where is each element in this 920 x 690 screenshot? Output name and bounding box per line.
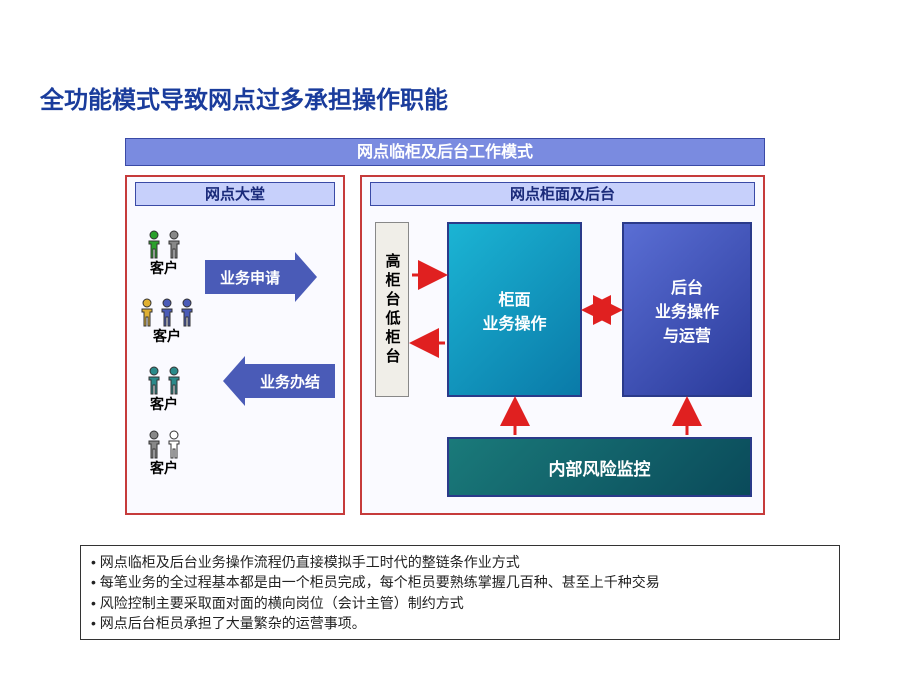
page-title: 全功能模式导致网点过多承担操作职能: [40, 80, 448, 115]
note-item: • 网点后台柜员承担了大量繁杂的运营事项。: [91, 613, 829, 633]
person-icon: [145, 230, 163, 260]
customer-group: 客户: [145, 230, 183, 278]
person-icon: [145, 366, 163, 396]
op-box-line: 内部风险监控: [549, 455, 651, 480]
customer-group: 客户: [138, 298, 196, 346]
right-panel-header: 网点柜面及后台: [370, 182, 755, 206]
banner-main: 网点临柜及后台工作模式: [125, 138, 765, 166]
left-panel-header: 网点大堂: [135, 182, 335, 206]
notes-box: • 网点临柜及后台业务操作流程仍直接模拟手工时代的整链条作业方式• 每笔业务的全…: [80, 545, 840, 640]
op-box-line: 后台: [671, 274, 703, 298]
note-item: • 每笔业务的全过程基本都是由一个柜员完成，每个柜员要熟练掌握几百种、甚至上千种…: [91, 572, 829, 592]
person-icon: [145, 430, 163, 460]
person-icon: [138, 298, 156, 328]
person-icon: [165, 366, 183, 396]
person-icon: [158, 298, 176, 328]
process-arrow: 业务办结: [223, 356, 335, 406]
customer-group: 客户: [145, 430, 183, 478]
op-box-line: 与运营: [663, 322, 711, 346]
customer-label: 客户: [145, 458, 183, 478]
note-item: • 风险控制主要采取面对面的横向岗位（会计主管）制约方式: [91, 593, 829, 613]
person-icon: [165, 230, 183, 260]
person-icon: [165, 430, 183, 460]
op-box-line: 柜面: [498, 286, 530, 310]
process-arrow: 业务申请: [205, 252, 317, 302]
note-item: • 网点临柜及后台业务操作流程仍直接模拟手工时代的整链条作业方式: [91, 552, 829, 572]
customer-label: 客户: [145, 394, 183, 414]
counter-type-box: 高柜台低柜台: [375, 222, 409, 397]
op-box-backend: 后台业务操作与运营: [622, 222, 752, 397]
person-icon: [178, 298, 196, 328]
op-box-line: 业务操作: [655, 298, 719, 322]
op-box-line: 业务操作: [482, 310, 546, 334]
customer-label: 客户: [138, 326, 196, 346]
customer-group: 客户: [145, 366, 183, 414]
op-box-counter: 柜面业务操作: [447, 222, 582, 397]
op-box-risk: 内部风险监控: [447, 437, 752, 497]
customer-label: 客户: [145, 258, 183, 278]
